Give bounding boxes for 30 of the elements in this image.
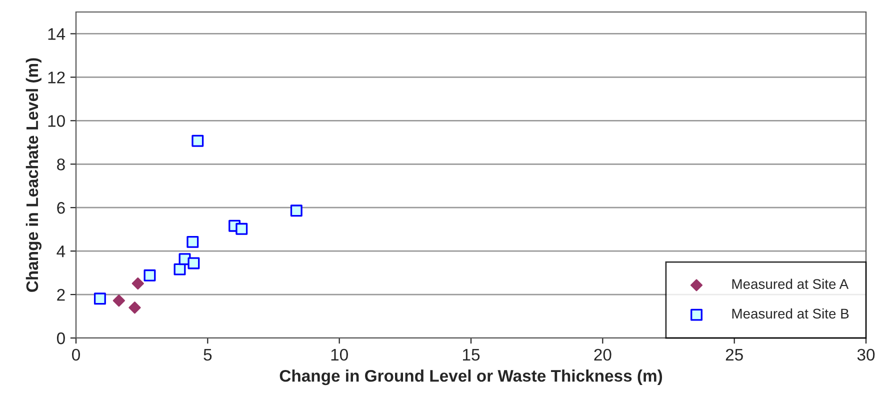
- y-tick-label: 8: [57, 158, 65, 170]
- y-axis-title: Change in Leachate Level (m): [26, 58, 42, 292]
- point: [188, 257, 200, 270]
- y-tick-label: 4: [56, 246, 66, 258]
- point: [236, 222, 248, 235]
- x-tick-label: 30: [857, 348, 875, 361]
- legend-label: Measured at Site B: [732, 308, 849, 319]
- y-tick-label: 6: [57, 202, 65, 214]
- y-tick-label: 2: [57, 288, 65, 301]
- legend-label: Measured at Site A: [732, 278, 849, 289]
- x-tick-label: 15: [463, 349, 480, 361]
- point: [186, 236, 199, 248]
- x-tick-label: 20: [594, 348, 612, 361]
- y-tick-label: 10: [48, 115, 65, 127]
- x-tick-label: 25: [726, 348, 743, 361]
- point: [192, 134, 204, 147]
- point: [132, 277, 144, 290]
- x-axis-title: Change in Ground Level or Waste Thickness (m): [280, 370, 662, 386]
- point: [94, 292, 106, 305]
- point: [128, 302, 141, 314]
- y-tick-label: 12: [48, 72, 65, 84]
- point: [174, 263, 186, 276]
- y-tick-label: 0: [56, 332, 65, 344]
- point: [112, 294, 125, 307]
- x-tick-label: 0: [72, 348, 80, 361]
- y-tick-label: 14: [48, 28, 66, 40]
- x-tick-label: 5: [204, 349, 212, 361]
- x-tick-label: 10: [331, 348, 348, 361]
- point: [290, 204, 302, 217]
- point: [144, 269, 156, 282]
